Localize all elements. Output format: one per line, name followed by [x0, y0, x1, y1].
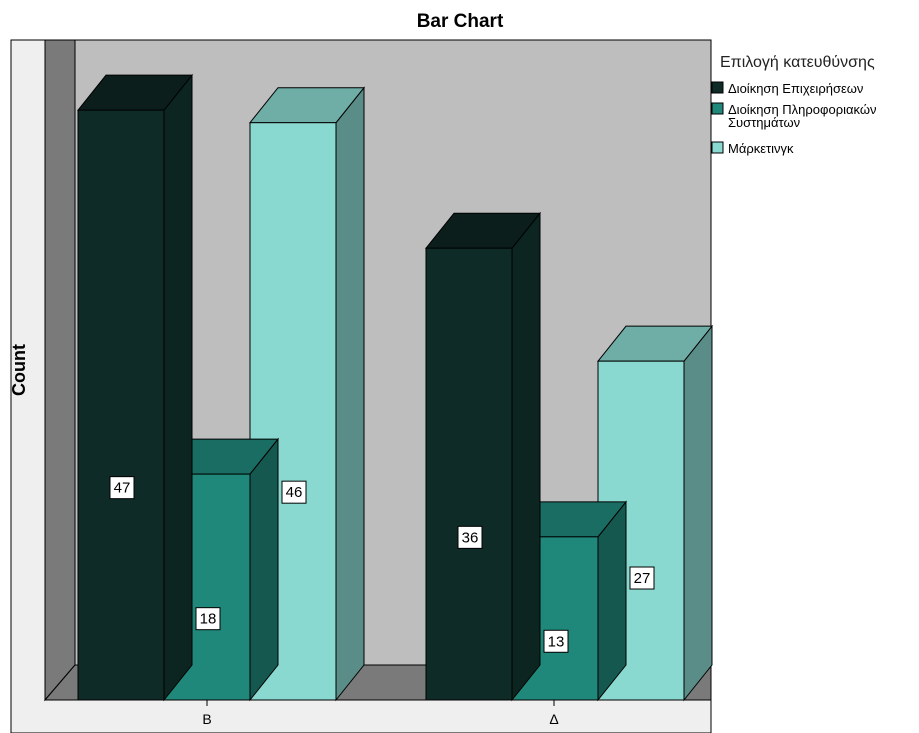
data-label-box [109, 476, 135, 500]
data-label-text: 13 [548, 633, 565, 650]
data-label-box [629, 566, 655, 590]
bar-front-face [425, 247, 513, 701]
bar-side-face [511, 211, 541, 702]
data-label: 18 [195, 607, 221, 631]
legend: Επιλογή κατευθύνσης Διοίκηση Επιχειρήσεω… [711, 54, 876, 156]
left-side-wall [44, 39, 76, 702]
bar-side-face [249, 437, 279, 702]
data-label-box [457, 525, 483, 549]
data-label: 46 [281, 480, 307, 504]
data-label-text: 36 [462, 529, 479, 546]
data-label-box [543, 629, 569, 653]
data-label-text: 47 [114, 480, 131, 497]
data-label: 36 [457, 525, 483, 549]
y-axis-label: Count [9, 344, 29, 396]
legend-item: Διοίκηση Επιχειρήσεων [711, 81, 863, 96]
legend-title: Επιλογή κατευθύνσης [720, 54, 875, 71]
data-label-text: 27 [634, 570, 651, 587]
legend-label: Διοίκηση Επιχειρήσεων [728, 81, 863, 96]
legend-swatch [711, 81, 724, 94]
legend-label: Διοίκηση Πληροφοριακών [728, 102, 876, 117]
bar-front-face [77, 109, 165, 701]
bar-side-face [683, 324, 713, 702]
data-label-text: 18 [200, 611, 217, 628]
legend-label: Μάρκετινγκ [728, 141, 794, 156]
data-label-text: 46 [286, 484, 303, 501]
bar-0-1: 36 [424, 211, 542, 702]
data-label: 47 [109, 476, 135, 500]
data-label: 13 [543, 629, 569, 653]
chart-title: Bar Chart [417, 11, 504, 32]
bar-side-face [163, 73, 193, 702]
legend-swatch [711, 102, 724, 115]
bar-side-face [335, 86, 365, 702]
bars-group: 46 18 47 27 13 36 [76, 73, 714, 702]
legend-swatch [711, 141, 724, 154]
data-label-box [281, 480, 307, 504]
data-label-box [195, 607, 221, 631]
bar-0-0: 47 [76, 73, 194, 702]
x-tick-label: Δ [549, 711, 558, 727]
data-label: 27 [629, 566, 655, 590]
legend-item: Μάρκετινγκ [711, 141, 794, 156]
x-tick-label: B [202, 711, 211, 727]
legend-label: Συστημάτων [728, 115, 800, 130]
